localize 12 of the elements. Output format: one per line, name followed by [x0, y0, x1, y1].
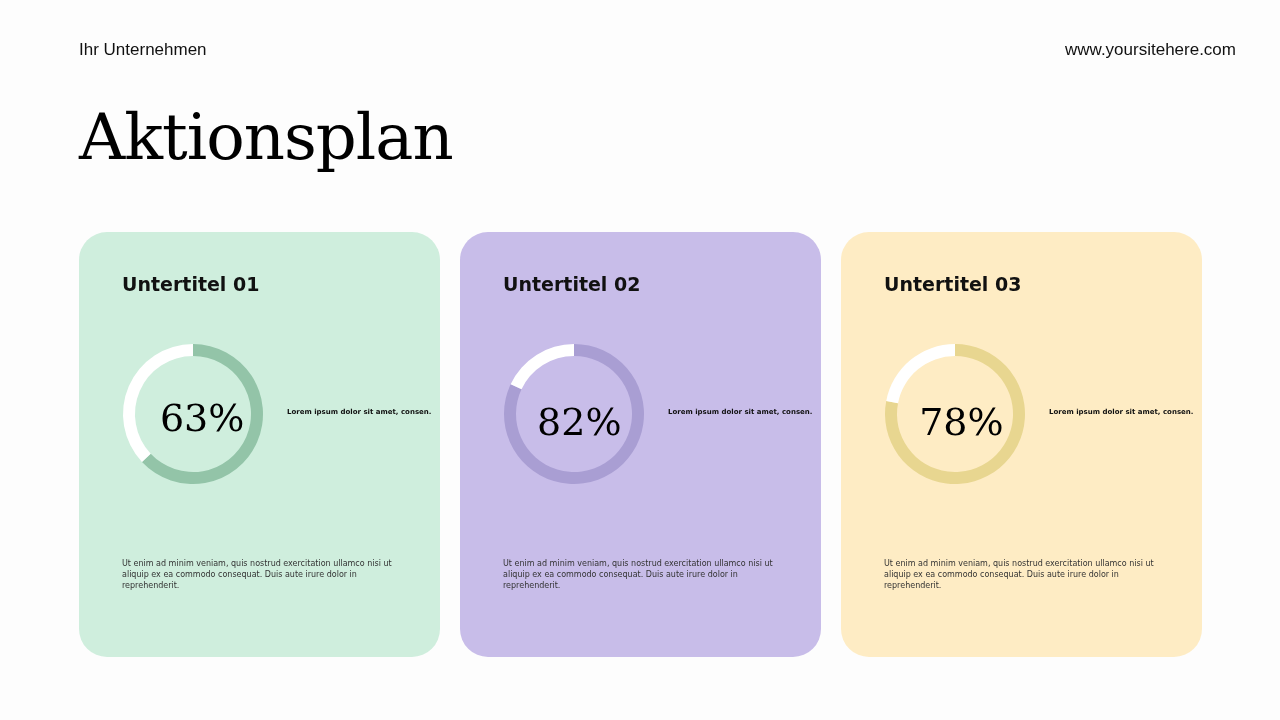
text: Ut enim ad minim veniam, quis nostrud exercitation ullamco nisi ut aliquip ex ea commodo consequat. Duis aute irure dolor in reprehenderit. [503, 558, 774, 591]
text: Ihr Unternehmen [79, 40, 207, 60]
chart-subtitle: Untertitel 01 [122, 273, 260, 295]
chart-subtitle: Untertitel 03 [884, 273, 1022, 295]
text: www.yoursitehere.com [1064, 40, 1236, 60]
data-label: 63% [159, 395, 245, 440]
text: Ut enim ad minim veniam, quis nostrud exercitation ullamco nisi ut aliquip ex ea commodo consequat. Duis aute irure dolor in reprehenderit. [884, 558, 1155, 591]
text: Ut enim ad minim veniam, quis nostrud exercitation ullamco nisi ut aliquip ex ea commodo consequat. Duis aute irure dolor in reprehenderit. [122, 558, 393, 591]
data-label: 78% [919, 399, 1004, 444]
chart-subtitle: Untertitel 02 [503, 273, 641, 295]
chart-title: Aktionsplan [79, 100, 453, 174]
data-label: 82% [537, 400, 622, 445]
